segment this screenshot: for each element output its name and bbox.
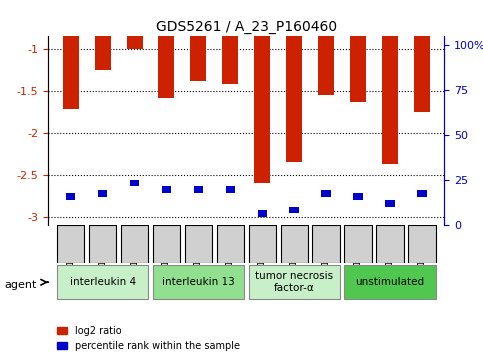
Bar bbox=[158, 0, 174, 98]
Bar bbox=[190, 0, 206, 81]
Bar bbox=[354, 193, 363, 200]
Bar bbox=[66, 193, 75, 200]
Bar bbox=[257, 210, 267, 217]
FancyBboxPatch shape bbox=[281, 225, 308, 263]
Bar bbox=[95, 0, 111, 70]
Bar bbox=[98, 190, 107, 196]
Bar bbox=[417, 190, 427, 196]
FancyBboxPatch shape bbox=[408, 225, 436, 263]
Bar bbox=[414, 0, 430, 112]
FancyBboxPatch shape bbox=[344, 265, 436, 299]
Bar bbox=[318, 0, 334, 95]
FancyBboxPatch shape bbox=[57, 225, 85, 263]
Bar bbox=[222, 0, 238, 84]
FancyBboxPatch shape bbox=[344, 225, 372, 263]
FancyBboxPatch shape bbox=[376, 225, 404, 263]
Title: GDS5261 / A_23_P160460: GDS5261 / A_23_P160460 bbox=[156, 20, 337, 34]
Bar bbox=[289, 207, 299, 213]
FancyBboxPatch shape bbox=[185, 225, 212, 263]
FancyBboxPatch shape bbox=[249, 265, 340, 299]
Text: tumor necrosis
factor-α: tumor necrosis factor-α bbox=[255, 272, 333, 293]
Bar bbox=[226, 187, 235, 193]
FancyBboxPatch shape bbox=[313, 225, 340, 263]
Text: interleukin 4: interleukin 4 bbox=[70, 277, 136, 287]
Bar bbox=[385, 200, 395, 207]
Text: agent: agent bbox=[5, 280, 37, 290]
FancyBboxPatch shape bbox=[57, 265, 148, 299]
FancyBboxPatch shape bbox=[249, 225, 276, 263]
Legend: log2 ratio, percentile rank within the sample: log2 ratio, percentile rank within the s… bbox=[53, 322, 243, 355]
Bar bbox=[127, 0, 142, 49]
FancyBboxPatch shape bbox=[121, 225, 148, 263]
FancyBboxPatch shape bbox=[153, 265, 244, 299]
Bar bbox=[162, 187, 171, 193]
Bar bbox=[63, 0, 79, 109]
Bar bbox=[382, 0, 398, 164]
Bar bbox=[350, 0, 366, 102]
FancyBboxPatch shape bbox=[89, 225, 116, 263]
FancyBboxPatch shape bbox=[153, 225, 180, 263]
Text: unstimulated: unstimulated bbox=[355, 277, 425, 287]
Bar bbox=[255, 0, 270, 183]
Bar bbox=[321, 190, 331, 196]
Bar bbox=[130, 180, 139, 187]
FancyBboxPatch shape bbox=[217, 225, 244, 263]
Bar bbox=[194, 187, 203, 193]
Bar bbox=[286, 0, 302, 162]
Text: interleukin 13: interleukin 13 bbox=[162, 277, 235, 287]
